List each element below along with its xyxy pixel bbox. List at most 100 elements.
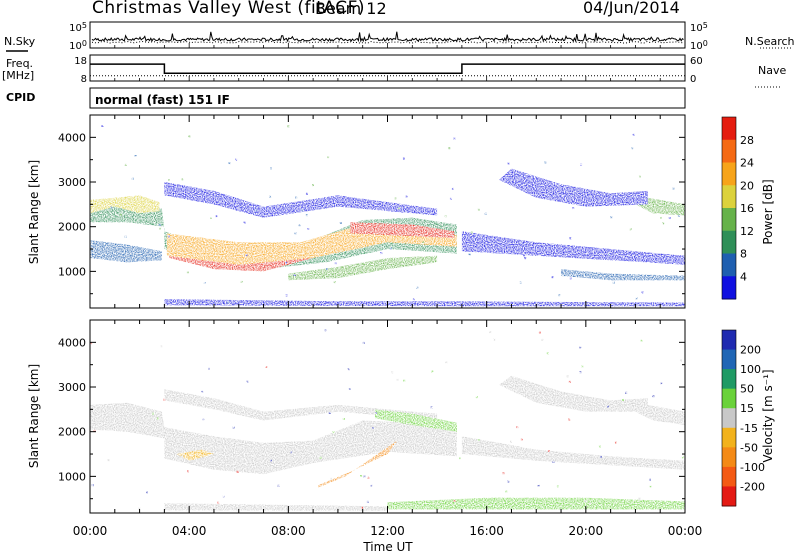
cpid-text: normal (fast) 151 IF <box>95 93 230 107</box>
power-speckle <box>631 147 634 150</box>
velocity-speckle <box>568 418 571 421</box>
power-left-low <box>90 240 162 263</box>
velocity-green-patch <box>375 409 457 432</box>
power-colorbar-label: Power [dB] <box>761 179 775 244</box>
velocity-speckle <box>566 375 569 378</box>
velocity-speckle <box>652 395 655 398</box>
velocity-speckle <box>607 405 609 408</box>
nave-label: Nave <box>758 64 786 77</box>
power-colorbar: 28 24 20 16 12 8 4 <box>721 116 754 300</box>
velocity-speckle <box>391 371 394 374</box>
velocity-speckle <box>556 485 559 488</box>
velocity-speckle <box>516 426 519 429</box>
velocity-speckle <box>187 470 189 473</box>
power-speckle <box>298 224 301 227</box>
velocity-speckle <box>477 439 480 441</box>
velocity-speckle <box>367 476 370 479</box>
velocity-speckle <box>520 438 523 441</box>
power-speckle <box>228 162 231 165</box>
power-speckle <box>312 184 314 187</box>
velocity-speckle <box>625 391 628 394</box>
velocity-colorbar-label: Velocity [m s⁻¹] <box>761 369 775 462</box>
velocity-speckle <box>459 457 461 460</box>
velocity-colorbar: 200 100 50 15 -15 -50 -100 -200 <box>721 329 765 507</box>
time-tick-label: 04:00 <box>172 524 207 538</box>
velocity-speckle <box>507 480 510 483</box>
power-speckle <box>558 294 561 297</box>
velocity-colorbar-swatch <box>722 486 736 507</box>
power-speckle <box>301 209 304 212</box>
power-speckle <box>254 209 257 212</box>
power-speckle <box>484 212 487 215</box>
velocity-speckle <box>370 484 373 487</box>
velocity-speckle <box>362 341 365 344</box>
velocity-colorbar-swatch <box>722 330 736 351</box>
power-colorbar-tick-label: 12 <box>740 225 754 238</box>
velocity-speckle <box>541 338 544 341</box>
velocity-speckle <box>361 506 364 509</box>
velocity-speckle <box>640 339 643 342</box>
velocity-speckle <box>681 456 684 459</box>
velocity-speckle <box>360 475 363 477</box>
velocity-colorbar-tick-label: -200 <box>740 480 765 493</box>
power-speckle <box>412 298 415 301</box>
noise-y-tick-top-right: 105 <box>690 21 708 34</box>
nsky-series-line <box>91 31 684 43</box>
velocity-speckle <box>431 370 434 373</box>
velocity-speckle <box>505 490 508 493</box>
velocity-speckle <box>90 342 93 345</box>
power-speckle <box>327 156 330 159</box>
power-speckle <box>285 261 288 264</box>
velocity-speckle <box>232 426 235 429</box>
time-axis-label: Time UT <box>362 540 413 554</box>
velocity-speckle <box>614 441 617 444</box>
power-speckle <box>295 196 298 199</box>
time-tick-label: 08:00 <box>271 524 306 538</box>
power-speckle <box>124 163 127 166</box>
power-speckle <box>334 262 337 265</box>
power-speckle <box>562 274 565 277</box>
power-speckle <box>632 133 635 136</box>
power-speckle <box>269 195 272 198</box>
velocity-speckle <box>475 396 478 399</box>
velocity-speckle <box>324 329 327 332</box>
power-speckle <box>507 162 510 165</box>
power-speckle <box>610 216 613 219</box>
velocity-colorbar-swatch <box>722 349 736 370</box>
power-speckle <box>448 147 451 150</box>
time-tick-label: 00:00 <box>668 524 703 538</box>
cpid-label: CPID <box>6 91 35 104</box>
velocity-speckle <box>548 450 550 452</box>
power-speckle <box>159 227 162 230</box>
velocity-speckle <box>510 440 512 443</box>
velocity-speckle <box>322 445 325 448</box>
noise-y-tick-bottom-left: 100 <box>69 39 87 52</box>
velocity-orange-patch-2 <box>176 449 214 461</box>
power-speckle <box>333 281 336 284</box>
power-y-tick-label: 4000 <box>58 131 86 144</box>
velocity-speckle <box>537 484 540 487</box>
velocity-colorbar-swatch <box>722 388 736 409</box>
velocity-speckle <box>599 455 602 458</box>
velocity-speckle <box>660 382 663 385</box>
freq-label: Freq. <box>6 57 33 70</box>
velocity-speckle <box>330 477 333 480</box>
power-speckle <box>523 254 526 257</box>
power-speckle <box>119 213 122 216</box>
power-right-low <box>561 269 685 281</box>
power-speckle <box>203 282 206 284</box>
cpid-panel: normal (fast) 151 IF <box>89 87 686 109</box>
power-band-core <box>169 237 351 272</box>
noise-y-tick-top-left: 105 <box>69 21 87 34</box>
power-colorbar-tick-label: 28 <box>740 134 754 147</box>
velocity-speckle <box>552 460 555 463</box>
power-speckle <box>235 158 238 161</box>
velocity-speckle <box>181 455 184 457</box>
power-ground <box>164 299 685 307</box>
velocity-y-tick-label: 1000 <box>58 470 86 483</box>
velocity-speckle <box>363 475 366 478</box>
power-speckle <box>287 125 290 128</box>
velocity-speckle <box>568 380 571 383</box>
velocity-speckle <box>163 398 166 401</box>
power-speckle <box>612 281 615 284</box>
